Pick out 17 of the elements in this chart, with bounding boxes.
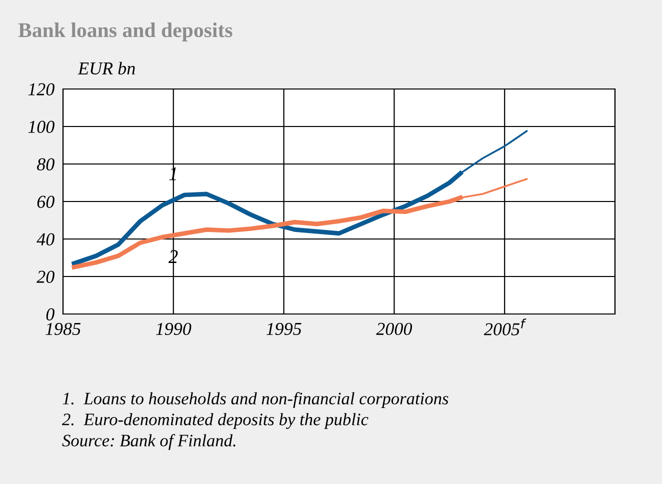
y-tick-label: 40 [36, 233, 54, 246]
y-tick-label: 20 [36, 270, 54, 283]
x-tick-label: 2000 [376, 322, 412, 336]
y-tick-label: 120 [28, 83, 54, 96]
y-tick-label: 60 [37, 196, 54, 208]
text: 2. Euro-denominated deposits by the public [62, 413, 368, 429]
x-tick-label: 2005$^{f}$ [484, 318, 526, 336]
x-tick-label: 1985 [46, 322, 81, 336]
y-tick-label: 80 [36, 158, 54, 170]
text: 1. Loans to households and non-financial corporations [62, 392, 448, 408]
chart-title: Bank loans and deposits [18, 22, 232, 42]
y-tick-label: 100 [28, 120, 54, 133]
x-tick-label: 1995 [266, 322, 302, 336]
source-note: Source: Bank of Finland. [62, 434, 236, 450]
x-tick-label: 1990 [156, 322, 192, 336]
y-axis-title: EUR bn [78, 62, 135, 75]
y-tick-label: 0 [46, 308, 54, 320]
